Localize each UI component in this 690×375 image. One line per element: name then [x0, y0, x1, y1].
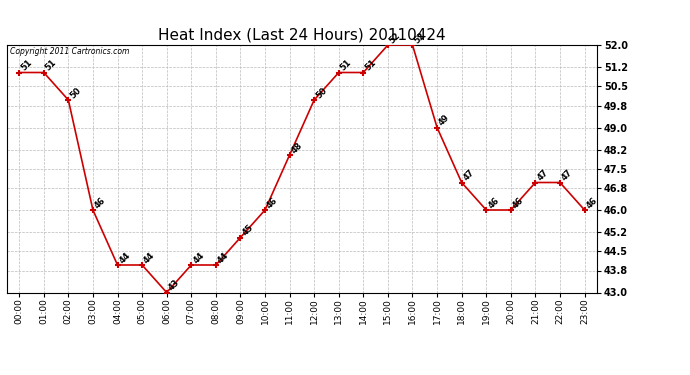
Text: 47: 47: [535, 168, 550, 183]
Text: 46: 46: [584, 195, 599, 210]
Title: Heat Index (Last 24 Hours) 20110424: Heat Index (Last 24 Hours) 20110424: [158, 27, 446, 42]
Text: 47: 47: [560, 168, 575, 183]
Text: 50: 50: [314, 86, 328, 100]
Text: Copyright 2011 Cartronics.com: Copyright 2011 Cartronics.com: [10, 48, 129, 57]
Text: 45: 45: [240, 223, 255, 237]
Text: 43: 43: [167, 278, 181, 292]
Text: 51: 51: [339, 58, 353, 72]
Text: 44: 44: [216, 251, 230, 265]
Text: 52: 52: [388, 30, 402, 45]
Text: 44: 44: [142, 251, 157, 265]
Text: 51: 51: [43, 58, 59, 72]
Text: 44: 44: [191, 251, 206, 265]
Text: 51: 51: [19, 58, 34, 72]
Text: 51: 51: [364, 58, 378, 72]
Text: 50: 50: [68, 86, 83, 100]
Text: 44: 44: [117, 251, 132, 265]
Text: 46: 46: [93, 195, 108, 210]
Text: 46: 46: [511, 195, 526, 210]
Text: 47: 47: [462, 168, 476, 183]
Text: 46: 46: [265, 195, 279, 210]
Text: 49: 49: [437, 113, 452, 128]
Text: 48: 48: [290, 140, 304, 155]
Text: 52: 52: [413, 30, 427, 45]
Text: 46: 46: [486, 195, 501, 210]
